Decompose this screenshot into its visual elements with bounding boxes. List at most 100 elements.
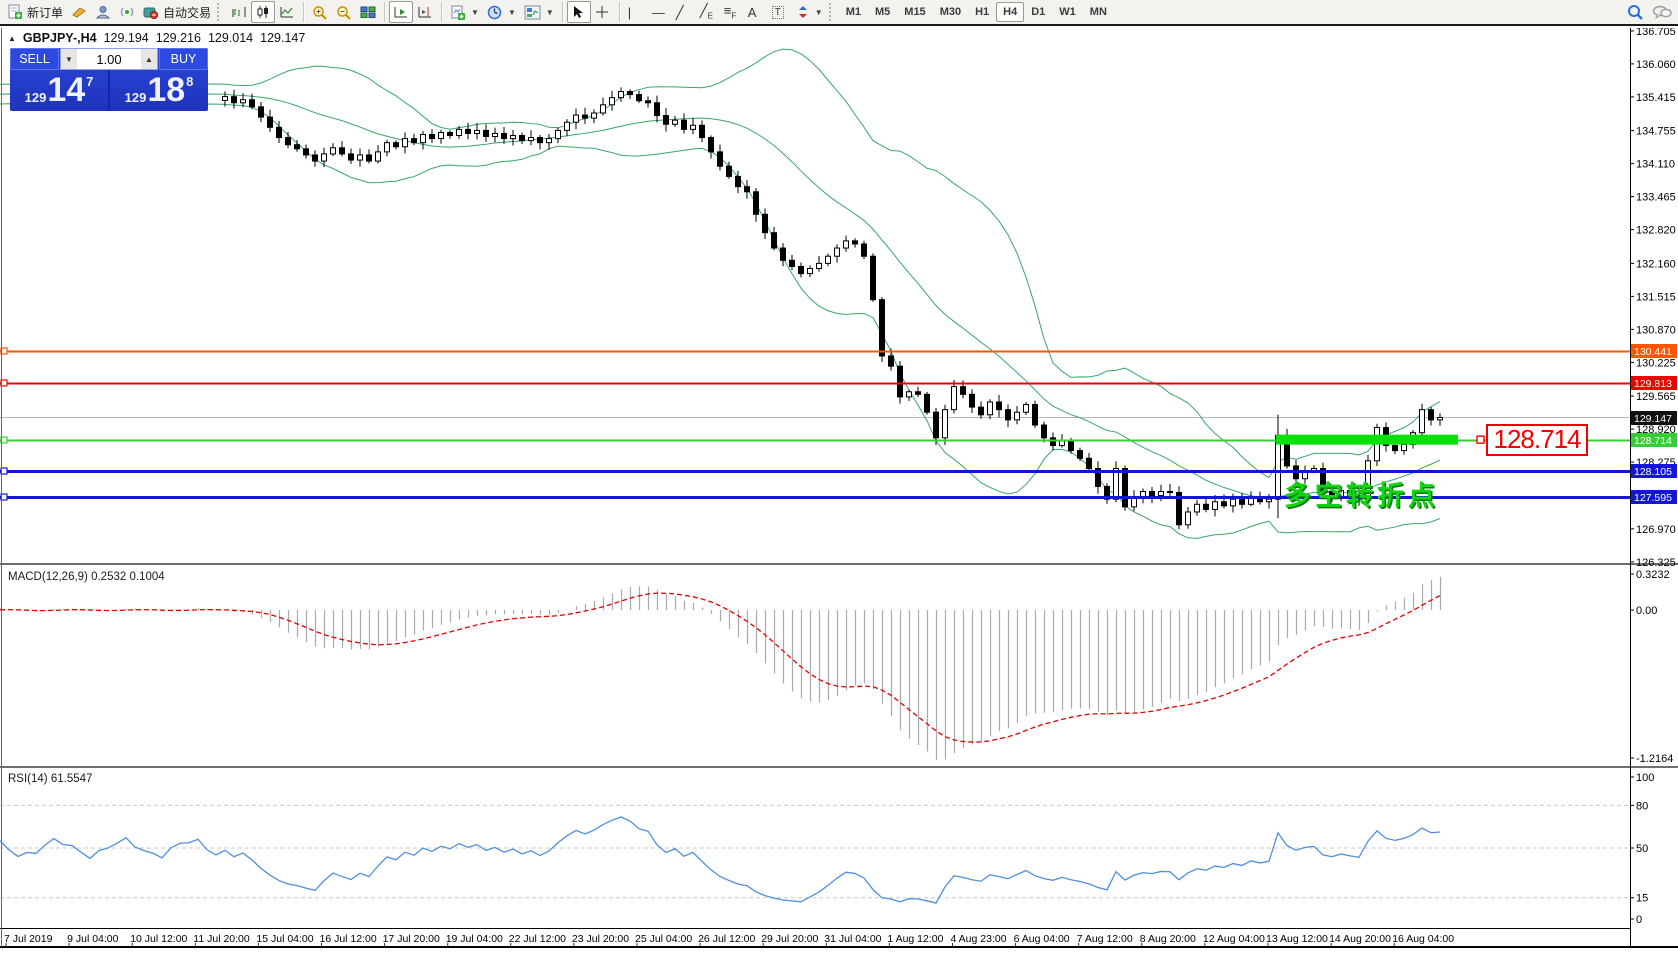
tab-m30[interactable]: M30 [933,2,968,22]
candle-body [492,132,498,138]
candle-body [555,129,561,140]
tab-mn[interactable]: MN [1083,2,1114,22]
candle-body [1077,450,1083,459]
chat-icon[interactable] [1652,4,1672,20]
buy-price[interactable]: 129 18 8 [110,70,208,111]
tab-m1[interactable]: M1 [839,2,868,22]
bar-chart-button[interactable] [227,1,251,23]
time-axis-label: 22 Jul 12:00 [509,933,566,945]
tile-windows-icon [360,6,376,18]
candle-body [1041,424,1047,439]
vertical-line-tool-button[interactable]: | [624,1,648,23]
candle-body [393,142,399,148]
tab-m5[interactable]: M5 [868,2,897,22]
candle-body [231,96,237,104]
sell-button[interactable]: SELL [10,48,59,70]
rsi-axis-label: 80 [1636,800,1648,812]
trendline-tool-button[interactable]: ╱ [672,1,696,23]
volume-decrease-button[interactable]: ▼ [61,49,77,69]
community-button[interactable] [91,1,115,23]
tab-w1[interactable]: W1 [1052,2,1083,22]
price-axis-label: 131.515 [1636,291,1676,303]
candle-body [978,406,984,416]
candle-body [1266,498,1272,503]
candle-body [618,91,624,99]
candle-body [942,409,948,439]
tab-m15[interactable]: M15 [897,2,932,22]
buy-button[interactable]: BUY [159,48,208,70]
candle-body [483,129,489,138]
pane-separator[interactable] [0,766,1678,768]
search-icon[interactable] [1627,4,1644,20]
price-callout-label[interactable]: 128.714 [1486,424,1588,456]
candle-body [1014,411,1020,421]
time-axis-label: 9 Jul 04:00 [67,933,119,945]
callout-handle[interactable] [1476,435,1485,444]
styler-button[interactable] [67,1,91,23]
arrows-tool-button[interactable]: ▼ [792,1,827,23]
candle-body [1320,467,1326,493]
candle-body [1212,501,1218,510]
candle-body [321,153,327,162]
line-chart-button[interactable] [275,1,299,23]
toolbar-separator [303,2,305,22]
zoom-out-button[interactable] [332,1,356,23]
price-axis-label: 129.565 [1636,391,1676,403]
collapse-triangle-icon[interactable]: ▲ [8,33,16,43]
candle-body [1068,439,1074,452]
pane-separator[interactable] [0,563,1678,565]
candlestick-chart-button[interactable] [251,1,276,23]
fibonacci-tool-button[interactable]: ≡F [720,1,744,23]
buy-price-base: 129 [124,90,147,105]
autotrading-button[interactable]: 自动交易 [139,1,215,23]
toolbar-grip[interactable] [828,3,835,21]
chart-shift-button[interactable] [413,1,437,23]
turning-point-note[interactable]: 多空转折点 [1284,481,1439,511]
time-axis-label: 6 Aug 04:00 [1014,933,1070,945]
cursor-tool-button[interactable] [566,1,591,23]
volume-increase-button[interactable]: ▲ [141,49,157,69]
tab-h4[interactable]: H4 [996,2,1025,22]
rsi-axis-label: 50 [1636,843,1648,855]
zoom-in-button[interactable] [308,1,332,23]
toolbar-grip[interactable] [217,3,223,21]
candle-body [744,186,750,193]
horizontal-line-tool-button[interactable]: — [648,1,672,23]
periods-button[interactable]: ▼ [483,1,520,23]
time-axis-label: 12 Aug 04:00 [1203,933,1265,945]
price-axis-label: 135.415 [1636,92,1676,104]
macd-pane [0,576,1442,760]
tab-h1[interactable]: H1 [968,2,996,22]
support-highlight-bar[interactable] [1276,434,1458,445]
candle-body [528,137,534,142]
tile-windows-button[interactable] [356,1,380,23]
volume-input[interactable] [77,49,141,69]
candle-body [546,138,552,144]
signals-button[interactable] [115,1,139,23]
candle-body [897,365,903,398]
candle-body [294,144,300,150]
time-axis-label: 1 Aug 12:00 [887,933,943,945]
macd-axis-label: -1.2164 [1636,753,1673,765]
new-chart-button[interactable]: ▼ [446,1,483,23]
crosshair-tool-button[interactable] [591,1,615,23]
templates-button[interactable]: ▼ [520,1,558,23]
candle-body [1122,467,1128,508]
auto-scroll-button[interactable] [389,1,414,23]
candle-body [1392,444,1398,452]
tab-d1[interactable]: D1 [1024,2,1052,22]
macd-pane-label: MACD(12,26,9) 0.2532 0.1004 [8,571,165,583]
sell-price[interactable]: 129 14 7 [10,70,108,111]
price-axis-label: 130.225 [1636,357,1676,369]
chart-canvas[interactable]: 136.705 136.060 135.415 134.755 134.110 133.4… [0,28,1678,953]
sell-price-base: 129 [24,90,47,105]
channel-tool-button[interactable]: ╱E [696,1,720,23]
cursor-icon [573,6,583,18]
time-axis-label: 10 Jul 12:00 [130,933,187,945]
text-tool-button[interactable]: A [744,1,768,23]
new-order-button[interactable]: 新订单 [3,1,67,23]
candle-body [285,137,291,146]
autotrading-icon [143,7,159,19]
sell-price-pip: 7 [86,74,94,89]
label-tool-button[interactable]: T [768,1,792,23]
